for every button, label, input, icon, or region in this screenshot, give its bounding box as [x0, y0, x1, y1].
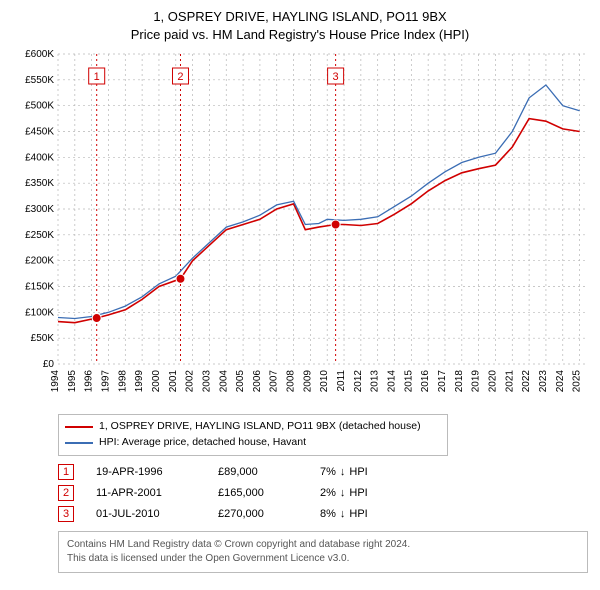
sale-hpi-diff: 2%↓HPI — [320, 483, 368, 504]
svg-text:2009: 2009 — [302, 370, 313, 393]
svg-text:2002: 2002 — [185, 370, 196, 393]
svg-text:£550K: £550K — [25, 75, 54, 86]
legend-swatch — [65, 426, 93, 428]
svg-text:£250K: £250K — [25, 230, 54, 241]
footer-line: This data is licensed under the Open Gov… — [67, 552, 579, 566]
svg-text:£100K: £100K — [25, 308, 54, 319]
svg-text:1995: 1995 — [67, 370, 78, 393]
svg-text:2000: 2000 — [151, 370, 162, 393]
title-line-1: 1, OSPREY DRIVE, HAYLING ISLAND, PO11 9B… — [10, 8, 590, 26]
svg-text:£350K: £350K — [25, 179, 54, 190]
svg-text:3: 3 — [333, 71, 339, 83]
svg-text:£150K: £150K — [25, 282, 54, 293]
svg-text:2004: 2004 — [218, 370, 229, 393]
legend: 1, OSPREY DRIVE, HAYLING ISLAND, PO11 9B… — [58, 414, 448, 456]
sale-date: 01-JUL-2010 — [96, 504, 196, 525]
svg-text:2001: 2001 — [168, 370, 179, 393]
sale-record: 1 19-APR-1996 £89,000 7%↓HPI — [58, 462, 590, 483]
svg-text:2006: 2006 — [252, 370, 263, 393]
svg-text:£500K: £500K — [25, 101, 54, 112]
arrow-down-icon: ↓ — [340, 504, 346, 525]
svg-text:2003: 2003 — [201, 370, 212, 393]
svg-text:2016: 2016 — [420, 370, 431, 393]
svg-text:£600K: £600K — [25, 50, 54, 60]
svg-text:£300K: £300K — [25, 204, 54, 215]
arrow-down-icon: ↓ — [340, 462, 346, 483]
svg-text:2013: 2013 — [370, 370, 381, 393]
svg-text:2011: 2011 — [336, 370, 347, 392]
sale-marker: 1 — [58, 464, 74, 480]
svg-text:2010: 2010 — [319, 370, 330, 393]
sale-record: 3 01-JUL-2010 £270,000 8%↓HPI — [58, 504, 590, 525]
svg-text:2005: 2005 — [235, 370, 246, 393]
footer-attribution: Contains HM Land Registry data © Crown c… — [58, 531, 588, 573]
svg-text:1994: 1994 — [50, 370, 61, 393]
svg-text:2018: 2018 — [454, 370, 465, 393]
legend-label: 1, OSPREY DRIVE, HAYLING ISLAND, PO11 9B… — [99, 419, 421, 435]
legend-item: HPI: Average price, detached house, Hava… — [65, 435, 441, 451]
sale-record: 2 11-APR-2001 £165,000 2%↓HPI — [58, 483, 590, 504]
svg-text:1996: 1996 — [84, 370, 95, 393]
svg-text:2023: 2023 — [538, 370, 549, 393]
title-line-2: Price paid vs. HM Land Registry's House … — [10, 26, 590, 44]
svg-text:£400K: £400K — [25, 153, 54, 164]
svg-text:2: 2 — [177, 71, 183, 83]
svg-text:2015: 2015 — [403, 370, 414, 393]
svg-text:£450K: £450K — [25, 127, 54, 138]
legend-item: 1, OSPREY DRIVE, HAYLING ISLAND, PO11 9B… — [65, 419, 441, 435]
svg-text:2019: 2019 — [471, 370, 482, 393]
svg-text:£0: £0 — [43, 359, 55, 370]
svg-text:2008: 2008 — [286, 370, 297, 393]
sale-date: 19-APR-1996 — [96, 462, 196, 483]
sale-date: 11-APR-2001 — [96, 483, 196, 504]
price-chart: £0 £50K £100K £150K £200K £250K £300K £350K £400… — [10, 50, 590, 410]
svg-text:£200K: £200K — [25, 256, 54, 267]
svg-text:2024: 2024 — [555, 370, 566, 393]
svg-text:2017: 2017 — [437, 370, 448, 393]
footer-line: Contains HM Land Registry data © Crown c… — [67, 538, 579, 552]
sale-price: £89,000 — [218, 462, 298, 483]
sale-price: £270,000 — [218, 504, 298, 525]
sale-hpi-diff: 7%↓HPI — [320, 462, 368, 483]
sale-marker: 3 — [58, 506, 74, 522]
svg-text:2007: 2007 — [269, 370, 280, 393]
svg-text:£50K: £50K — [31, 334, 55, 345]
arrow-down-icon: ↓ — [340, 483, 346, 504]
svg-text:1: 1 — [94, 71, 100, 83]
svg-text:2021: 2021 — [504, 370, 515, 393]
svg-text:2012: 2012 — [353, 370, 364, 393]
svg-text:1997: 1997 — [100, 370, 111, 393]
svg-text:2022: 2022 — [521, 370, 532, 393]
sale-hpi-diff: 8%↓HPI — [320, 504, 368, 525]
svg-text:1999: 1999 — [134, 370, 145, 393]
svg-text:2025: 2025 — [572, 370, 583, 393]
svg-text:2014: 2014 — [387, 370, 398, 393]
legend-swatch — [65, 442, 93, 444]
sale-price: £165,000 — [218, 483, 298, 504]
legend-label: HPI: Average price, detached house, Hava… — [99, 435, 306, 451]
svg-text:1998: 1998 — [117, 370, 128, 393]
sale-marker: 2 — [58, 485, 74, 501]
svg-text:2020: 2020 — [487, 370, 498, 393]
